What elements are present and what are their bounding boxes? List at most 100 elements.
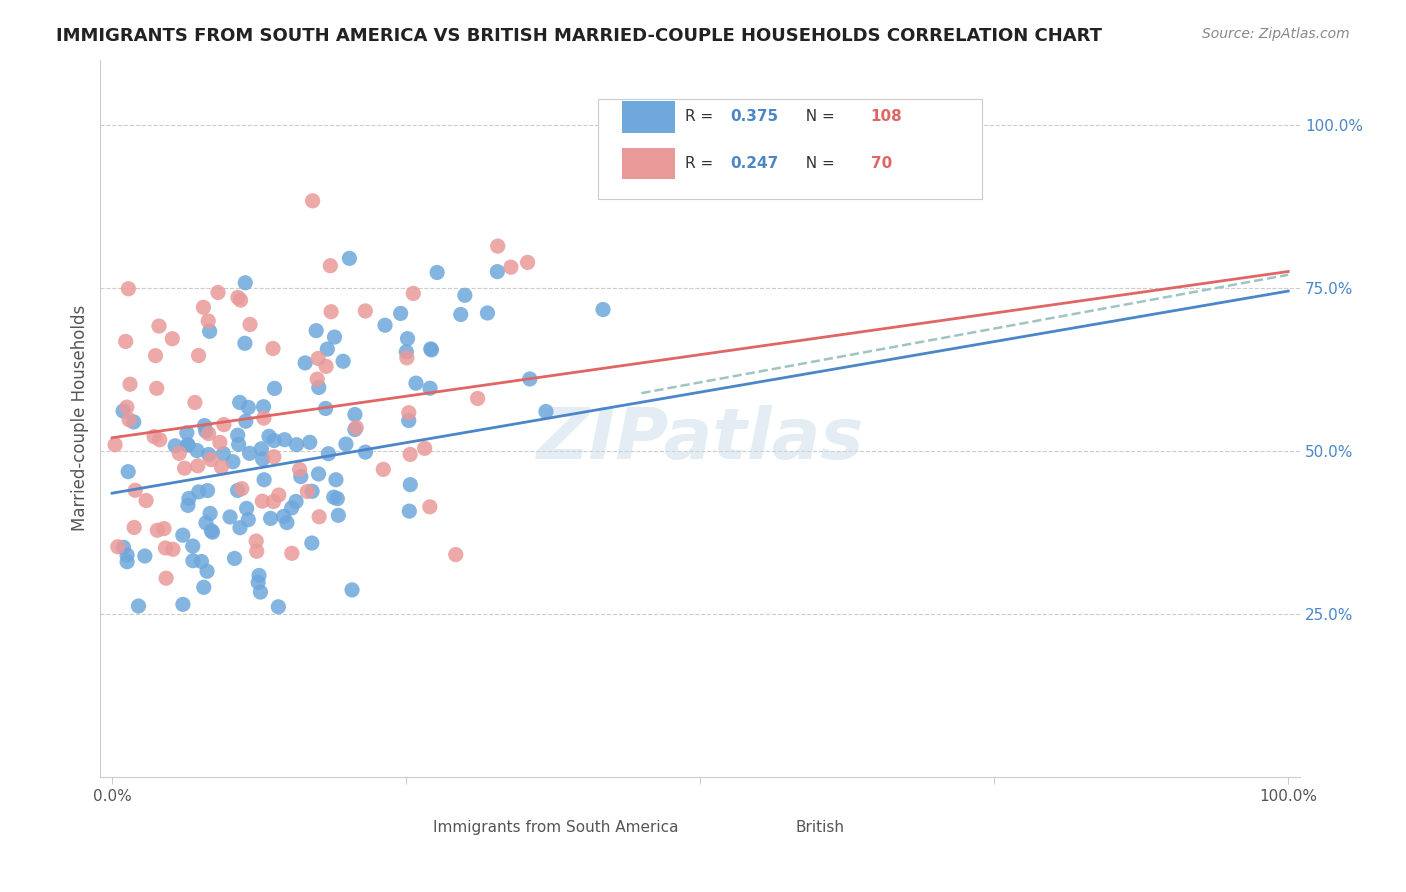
Text: 108: 108 — [870, 110, 903, 125]
Point — [186, 443, 208, 458]
Point — [228, 437, 250, 451]
Point — [263, 434, 285, 448]
Point — [173, 461, 195, 475]
Point — [229, 293, 252, 307]
Point — [262, 494, 284, 508]
Point — [335, 437, 357, 451]
Point — [200, 452, 222, 467]
Point — [307, 372, 329, 386]
Point — [344, 420, 367, 434]
Point — [247, 568, 270, 582]
Point — [187, 458, 209, 473]
Point — [454, 288, 477, 302]
Point — [148, 319, 170, 334]
Point — [194, 424, 217, 438]
Point — [285, 438, 308, 452]
Point — [405, 376, 427, 391]
Point — [354, 304, 377, 318]
Point — [208, 435, 231, 450]
Point — [263, 450, 285, 464]
Point — [343, 408, 366, 422]
Point — [197, 483, 219, 498]
Point — [231, 482, 253, 496]
Point — [396, 332, 419, 346]
Point — [419, 342, 441, 356]
Point — [301, 484, 323, 499]
Point — [398, 413, 420, 427]
Point — [499, 260, 522, 275]
Point — [177, 491, 200, 506]
Point — [209, 460, 232, 475]
Y-axis label: Married-couple Households: Married-couple Households — [72, 305, 89, 532]
Point — [252, 400, 274, 414]
Point — [146, 523, 169, 537]
Point — [534, 404, 557, 418]
Point — [197, 314, 219, 328]
Point — [176, 425, 198, 440]
Point — [212, 447, 235, 461]
Point — [257, 429, 280, 443]
Text: Immigrants from South America: Immigrants from South America — [433, 820, 679, 835]
Point — [117, 465, 139, 479]
Point — [239, 318, 262, 332]
Point — [308, 380, 330, 394]
Point — [307, 351, 329, 366]
Point — [172, 528, 194, 542]
Point — [238, 401, 260, 415]
Point — [420, 343, 443, 357]
Point — [149, 433, 172, 447]
Point — [143, 429, 166, 443]
Point — [450, 308, 472, 322]
Point — [233, 336, 256, 351]
Point — [184, 395, 207, 409]
Point — [233, 276, 256, 290]
Point — [340, 582, 363, 597]
Point — [315, 359, 337, 374]
Point — [326, 491, 349, 506]
Point — [107, 540, 129, 554]
Point — [115, 555, 138, 569]
Text: 70: 70 — [870, 156, 891, 171]
Point — [155, 541, 177, 555]
Point — [181, 554, 204, 568]
Point — [316, 342, 339, 356]
Point — [135, 493, 157, 508]
Point — [308, 467, 330, 481]
Point — [193, 418, 215, 433]
Point — [167, 446, 190, 460]
Point — [301, 194, 323, 208]
Point — [239, 446, 262, 460]
Text: 0.247: 0.247 — [730, 156, 779, 171]
Point — [467, 392, 489, 406]
Point — [402, 286, 425, 301]
Text: IMMIGRANTS FROM SOUTH AMERICA VS BRITISH MARRIED-COUPLE HOUSEHOLDS CORRELATION C: IMMIGRANTS FROM SOUTH AMERICA VS BRITISH… — [56, 27, 1102, 45]
Point — [172, 598, 194, 612]
Point — [117, 282, 139, 296]
Point — [253, 411, 276, 425]
Point — [118, 377, 141, 392]
Point — [298, 435, 321, 450]
Point — [395, 351, 418, 365]
Point — [398, 406, 420, 420]
Point — [181, 539, 204, 553]
Point — [226, 290, 249, 304]
Point — [301, 536, 323, 550]
Text: 0.375: 0.375 — [730, 110, 779, 125]
Point — [250, 442, 273, 456]
FancyBboxPatch shape — [623, 148, 675, 179]
Point — [259, 511, 281, 525]
Point — [128, 599, 150, 613]
Point — [246, 544, 269, 558]
Point — [245, 534, 267, 549]
Point — [198, 507, 221, 521]
Point — [115, 548, 138, 562]
FancyBboxPatch shape — [451, 814, 486, 839]
Point — [276, 516, 298, 530]
Point — [249, 585, 271, 599]
Point — [516, 255, 538, 269]
Point — [477, 306, 499, 320]
Point — [112, 404, 135, 418]
Point — [280, 500, 302, 515]
Text: N =: N = — [796, 156, 839, 171]
Point — [122, 520, 145, 534]
